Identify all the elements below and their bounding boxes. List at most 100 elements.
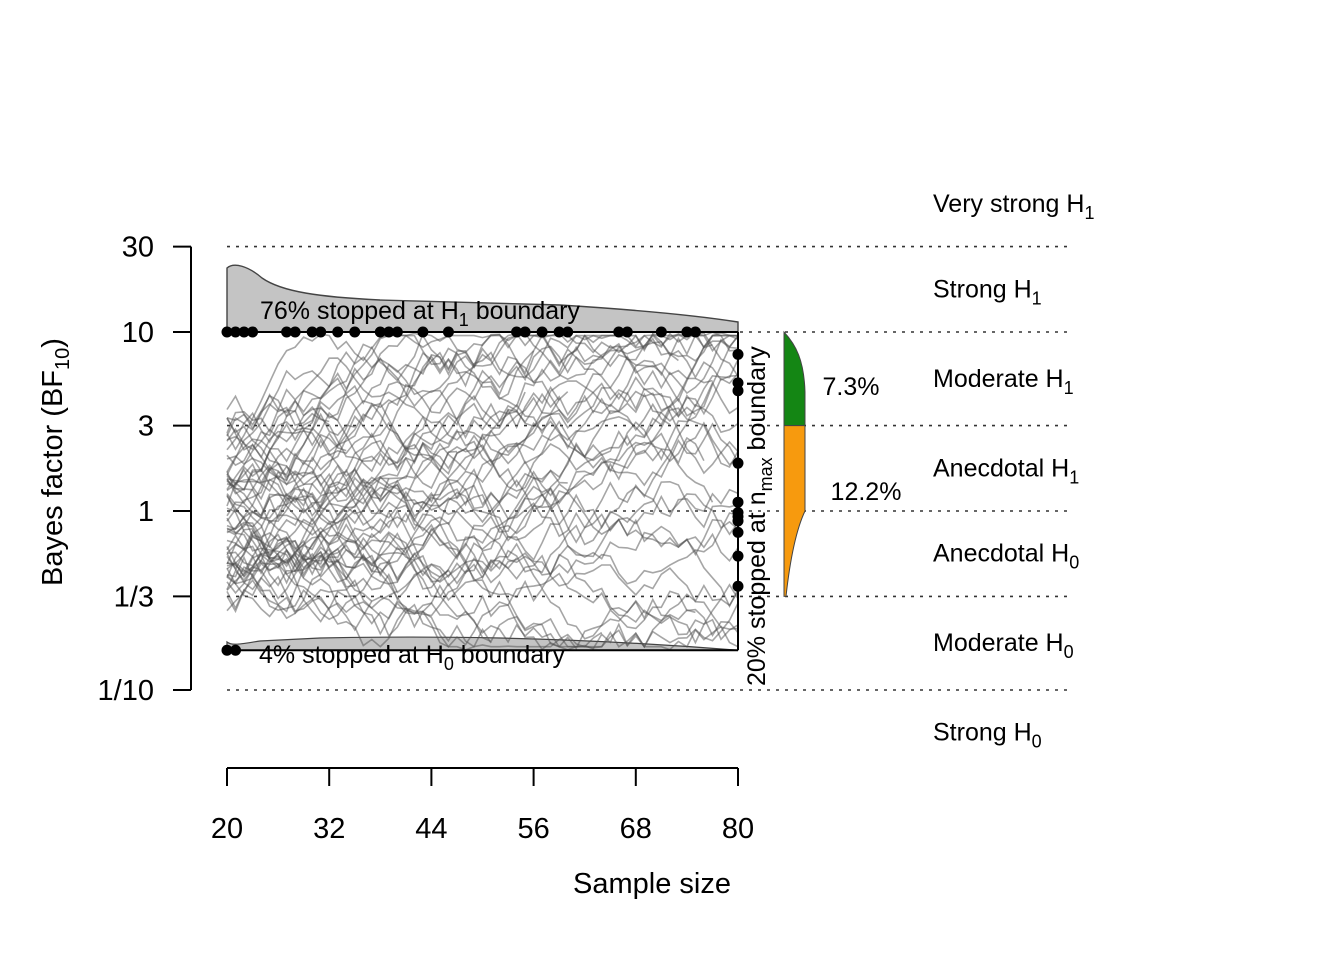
bf-path-57 bbox=[226, 407, 739, 590]
upper-stop-point-13 bbox=[417, 326, 429, 338]
upper-stop-point-22 bbox=[655, 326, 667, 338]
nmax-density-moderate bbox=[783, 330, 806, 427]
nmax-percent-moderate: 7.3% bbox=[823, 373, 880, 401]
nmax-boundary-annotation: 20% stopped at nmax boundary bbox=[743, 346, 776, 686]
stop-points bbox=[221, 326, 744, 656]
y-tick-label-3: 3 bbox=[138, 411, 154, 443]
upper-boundary-density bbox=[226, 264, 739, 333]
bf-path-26 bbox=[226, 402, 671, 528]
bf-path-50 bbox=[226, 357, 739, 473]
evidence-category-1-sub: 1 bbox=[1032, 288, 1042, 308]
bf-path-3 bbox=[226, 517, 739, 650]
y-tick-label-5: 30 bbox=[122, 232, 154, 264]
upper-stop-point-3 bbox=[247, 326, 259, 338]
bf-path-38 bbox=[226, 335, 739, 473]
upper-stop-point-15 bbox=[511, 326, 523, 338]
y-tick-label-1: 1/3 bbox=[114, 581, 154, 613]
upper-boundary-annotation-post: boundary bbox=[469, 297, 581, 325]
x-tick-label-4: 68 bbox=[620, 813, 652, 845]
y-axis-title-main: Bayes factor bbox=[37, 424, 69, 586]
upper-boundary-annotation-sub: 1 bbox=[459, 310, 469, 330]
bf-path-54 bbox=[226, 403, 739, 565]
upper-stop-point-19 bbox=[562, 326, 574, 338]
evidence-category-4: Anecdotal H0 bbox=[933, 540, 1079, 573]
stopping-densities bbox=[226, 264, 739, 651]
y-axis-title: Bayes factor (BF10) bbox=[37, 338, 74, 586]
upper-stop-point-21 bbox=[621, 326, 633, 338]
nmax-boundary-annotation-sub: max bbox=[756, 457, 776, 491]
y-axis-title-paren-open: ( bbox=[37, 407, 69, 425]
y-axis-title-bf: BF bbox=[37, 370, 69, 407]
bf-path-8 bbox=[226, 555, 739, 651]
evidence-category-3: Anecdotal H1 bbox=[933, 454, 1079, 487]
evidence-category-5: Moderate H0 bbox=[933, 629, 1074, 662]
lower-boundary-annotation-sub: 0 bbox=[444, 654, 454, 674]
bf-path-52 bbox=[226, 551, 696, 622]
y-axis-title-paren-close: ) bbox=[37, 338, 69, 348]
upper-stop-point-0 bbox=[221, 326, 233, 338]
y-tick-label-4: 10 bbox=[122, 317, 154, 349]
x-tick-label-5: 80 bbox=[722, 813, 754, 845]
upper-stop-point-1 bbox=[230, 326, 242, 338]
bf-path-12 bbox=[226, 330, 713, 490]
bf-path-48 bbox=[226, 334, 535, 484]
nmax-boundary-annotation-group: 20% stopped at nmax boundary bbox=[743, 346, 776, 686]
bf-path-41 bbox=[226, 502, 739, 621]
upper-stop-point-20 bbox=[613, 326, 625, 338]
evidence-category-3-sub: 1 bbox=[1069, 467, 1079, 487]
bf-path-22 bbox=[226, 476, 739, 609]
evidence-category-1-main: Strong H bbox=[933, 275, 1032, 303]
lower-boundary-annotation-post: boundary bbox=[454, 641, 566, 669]
evidence-category-2-main: Moderate H bbox=[933, 365, 1064, 393]
upper-boundary-annotation: 76% stopped at H1 boundary bbox=[260, 297, 580, 330]
upper-stop-point-11 bbox=[383, 326, 395, 338]
upper-stop-point-14 bbox=[442, 326, 454, 338]
x-tick-label-0: 20 bbox=[211, 813, 243, 845]
bf-path-29 bbox=[226, 391, 526, 518]
evidence-category-1: Strong H1 bbox=[933, 275, 1042, 308]
bf-path-56 bbox=[226, 463, 518, 583]
bf-path-53 bbox=[226, 334, 739, 513]
bf-path-27 bbox=[226, 422, 739, 519]
evidence-category-5-sub: 0 bbox=[1064, 642, 1074, 662]
lower-boundary-annotation: 4% stopped at H0 boundary bbox=[259, 641, 566, 674]
bf-path-44 bbox=[226, 479, 739, 562]
reference-lines bbox=[227, 245, 1072, 691]
upper-stop-point-17 bbox=[536, 326, 548, 338]
nmax-percent-anecdotal: 12.2% bbox=[831, 478, 902, 506]
x-axis-title: Sample size bbox=[573, 868, 731, 900]
y-axis-title-sub: 10 bbox=[52, 348, 74, 370]
evidence-category-6: Strong H0 bbox=[933, 719, 1042, 752]
lower-stop-point-0 bbox=[221, 644, 233, 656]
evidence-category-4-main: Anecdotal H bbox=[933, 540, 1069, 568]
evidence-category-0: Very strong H1 bbox=[933, 190, 1094, 223]
bf-path-25 bbox=[226, 372, 739, 478]
upper-stop-point-5 bbox=[289, 326, 301, 338]
evidence-category-6-sub: 0 bbox=[1032, 732, 1042, 752]
bf-path-0 bbox=[226, 468, 560, 520]
nmax-stop-point-4 bbox=[732, 496, 744, 508]
upper-stop-point-18 bbox=[553, 326, 565, 338]
evidence-category-2-sub: 1 bbox=[1064, 378, 1074, 398]
nmax-stop-point-7 bbox=[732, 515, 744, 527]
bf-path-7 bbox=[226, 333, 696, 451]
nmax-stop-point-1 bbox=[732, 377, 744, 389]
nmax-stop-point-3 bbox=[732, 457, 744, 469]
bf-path-49 bbox=[226, 432, 714, 585]
evidence-category-4-sub: 0 bbox=[1069, 553, 1079, 573]
lower-boundary-annotation-main: 4% stopped at H bbox=[259, 641, 444, 669]
upper-stop-point-16 bbox=[519, 326, 531, 338]
nmax-stop-point-0 bbox=[732, 348, 744, 360]
bf-path-37 bbox=[226, 548, 739, 651]
evidence-category-0-sub: 1 bbox=[1084, 203, 1094, 223]
text-labels: Sample size Bayes factor (BF10) 76% stop… bbox=[37, 297, 776, 900]
nmax-stop-point-9 bbox=[732, 550, 744, 562]
bf-path-59 bbox=[226, 542, 739, 645]
upper-stop-point-7 bbox=[315, 326, 327, 338]
x-tick-label-2: 44 bbox=[415, 813, 447, 845]
upper-stop-point-10 bbox=[374, 326, 386, 338]
evidence-category-0-main: Very strong H bbox=[933, 190, 1084, 218]
lower-stop-point-1 bbox=[230, 644, 242, 656]
